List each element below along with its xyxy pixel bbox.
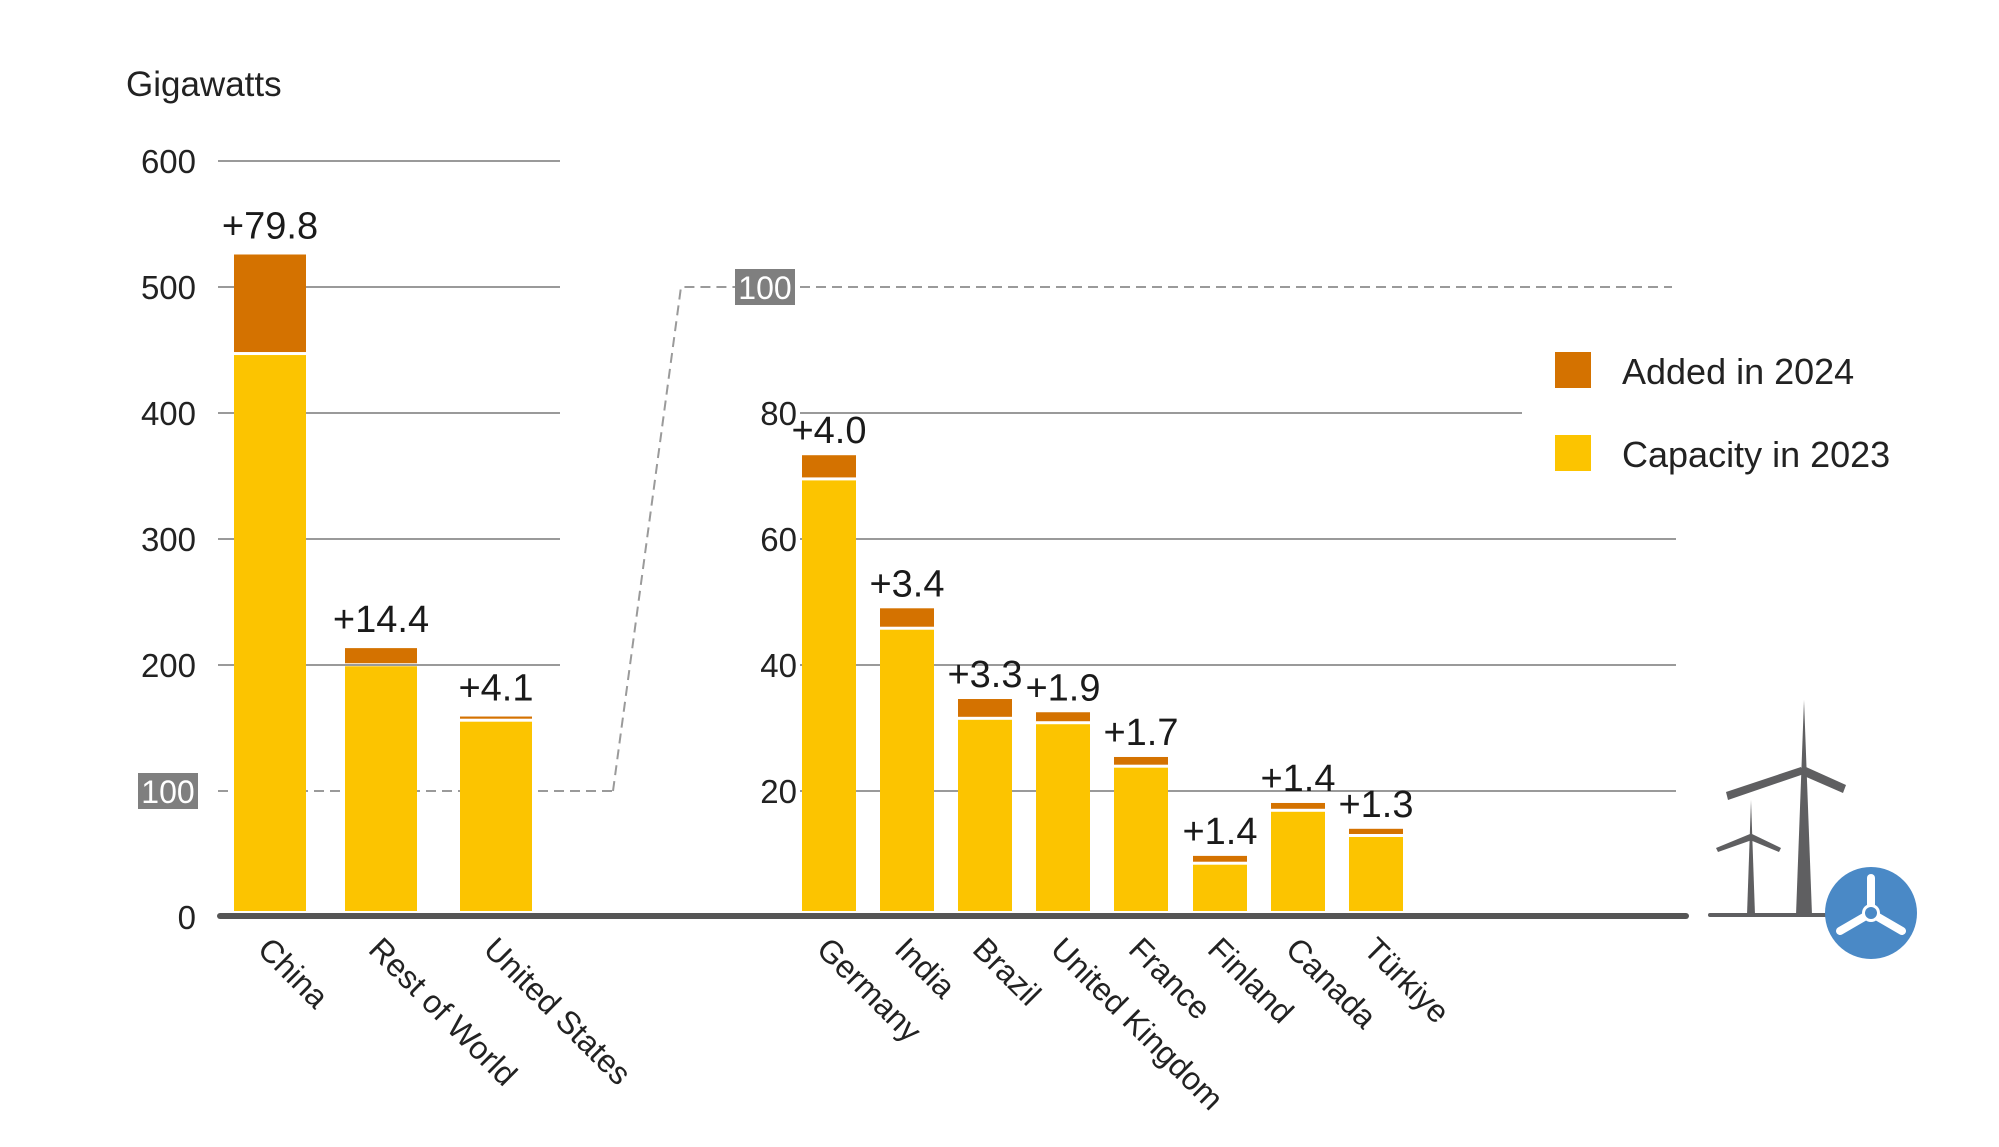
wind-turbine-icon [1708, 700, 1846, 917]
y-tick-label: 20 [760, 773, 797, 810]
bar-added-2024 [234, 254, 306, 353]
bar-capacity-2023 [345, 666, 417, 911]
legend-swatch-added [1555, 352, 1591, 388]
bar-capacity-2023 [1349, 836, 1403, 911]
y-tick-label: 400 [141, 395, 196, 432]
y-tick-label: 60 [760, 521, 797, 558]
highlight-tick-label: 100 [738, 270, 791, 306]
turbine-badge-icon [1825, 867, 1917, 959]
data-label: +3.3 [947, 654, 1022, 696]
data-label: +1.3 [1338, 784, 1413, 826]
bar-capacity-2023 [1193, 864, 1247, 911]
y-tick-label: 300 [141, 521, 196, 558]
y-tick-label: 80 [760, 395, 797, 432]
category-label: China [251, 930, 336, 1015]
zoom-connector-line [612, 286, 735, 792]
bar-added-2024 [460, 716, 532, 719]
y-tick-label: 0 [178, 899, 196, 936]
bar-added-2024 [1114, 756, 1168, 765]
data-labels: +79.8+14.4+4.1+4.0+3.4+3.3 +1.9+1.7+1.4+1… [222, 205, 1414, 852]
bar-capacity-2023 [234, 355, 306, 911]
bar-added-2024 [1193, 855, 1247, 862]
bar-capacity-2023 [1036, 724, 1090, 911]
bar-added-2024 [802, 455, 856, 478]
bar-capacity-2023 [802, 480, 856, 911]
bar-added-2024 [1036, 712, 1090, 722]
y-tick-label: 500 [141, 269, 196, 306]
bar-capacity-2023 [1271, 811, 1325, 911]
highlight-tick-box [735, 269, 795, 305]
bar-added-2024 [1349, 828, 1403, 834]
bar-added-2024 [345, 648, 417, 664]
data-label: +1.7 [1103, 712, 1178, 754]
legend-label-capacity: Capacity in 2023 [1622, 434, 1890, 475]
y-axis-unit-label: Gigawatts [126, 65, 282, 104]
right-bars [802, 455, 1403, 911]
category-label: Brazil [966, 930, 1048, 1012]
highlight-tick-label: 100 [141, 774, 194, 810]
right-gridlines [800, 286, 1676, 792]
bar-added-2024 [1271, 802, 1325, 809]
zoom-connector [612, 286, 735, 792]
tick-labels: 0 100 200 300 400 500 600 20 40 60 80 100 [138, 143, 797, 936]
legend-label-added: Added in 2024 [1622, 351, 1854, 392]
y-tick-label: 200 [141, 647, 196, 684]
category-label: Finland [1201, 930, 1301, 1030]
data-label: +4.1 [458, 668, 533, 710]
legend-swatch-capacity [1555, 435, 1591, 471]
data-label: +1.9 [1025, 667, 1100, 709]
data-label: +1.4 [1182, 811, 1257, 853]
data-label: +14.4 [333, 599, 429, 641]
y-tick-label: 600 [141, 143, 196, 180]
y-tick-label: 40 [760, 647, 797, 684]
bar-added-2024 [958, 699, 1012, 717]
data-label: +79.8 [222, 205, 318, 247]
bar-capacity-2023 [460, 721, 532, 911]
legend: Added in 2024 Capacity in 2023 [1555, 351, 1890, 475]
left-bars [234, 254, 532, 911]
bar-capacity-2023 [1114, 767, 1168, 911]
bar-added-2024 [880, 608, 934, 627]
data-label: +3.4 [869, 563, 944, 605]
bar-capacity-2023 [880, 629, 934, 911]
highlight-tick-box [138, 773, 198, 809]
data-label: +4.0 [791, 410, 866, 452]
data-label: +1.4 [1260, 758, 1335, 800]
bar-capacity-2023 [958, 719, 1012, 911]
